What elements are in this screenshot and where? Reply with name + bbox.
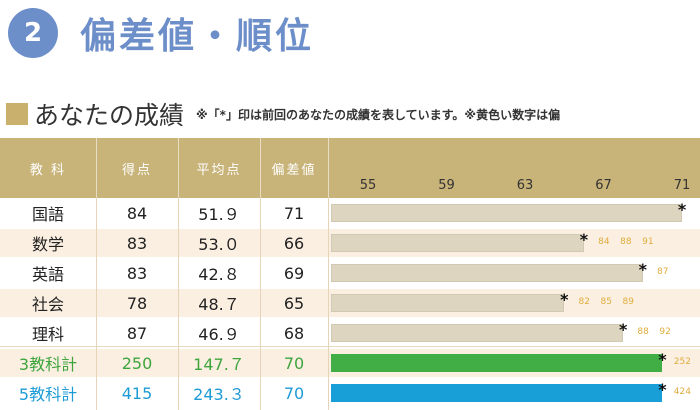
cell-score: 415 (121, 383, 153, 403)
target-score-label: 84 (598, 237, 610, 247)
table-row: 社会 78 48.７ 65 * 82 85 89 (0, 289, 700, 317)
target-score-label: 92 (659, 327, 671, 337)
previous-result-marker: * (638, 260, 647, 279)
previous-result-marker: * (618, 320, 628, 339)
axis-tick-label: 71 (673, 178, 691, 193)
previous-result-marker: * (658, 380, 667, 399)
cell-avg: 46.９ (198, 325, 240, 344)
cell-avg: 51.９ (198, 205, 240, 224)
section-number-badge: 2 (8, 8, 58, 58)
cell-score: 84 (126, 203, 148, 223)
header-divider (260, 138, 261, 198)
previous-result-marker: * (677, 200, 687, 219)
header-divider (178, 138, 179, 198)
cell-dev: 70 (283, 353, 305, 373)
axis-tick-label: 55 (359, 178, 377, 193)
target-score-label: 85 (600, 297, 612, 307)
table-row: 数学 83 53.０ 66 * 84 88 91 (0, 229, 700, 257)
deviation-bar (331, 294, 565, 312)
deviation-bar (331, 204, 682, 222)
table-header: 教 科 得点 平均点 偏差値 55 59 63 67 71 (0, 138, 700, 198)
cell-subject: 社会 (31, 295, 64, 314)
target-score-label: 91 (642, 237, 654, 247)
section-header: 2 偏差値・順位 (8, 8, 314, 58)
previous-result-marker: * (658, 350, 667, 369)
cell-score: 78 (126, 293, 148, 313)
cell-dev: 65 (283, 293, 305, 313)
col-header-deviation: 偏差値 (271, 162, 317, 178)
cell-score: 83 (126, 263, 148, 283)
table-row: 5教科計 415 243.３ 70 * 424 (0, 379, 700, 407)
axis-tick-label: 59 (438, 178, 455, 193)
cell-dev: 66 (283, 233, 305, 253)
column-divider (260, 198, 261, 410)
header-divider (328, 138, 329, 198)
column-divider (178, 198, 179, 410)
cell-subject: 5教科計 (18, 385, 78, 404)
cell-subject: 英語 (31, 265, 64, 284)
deviation-bar (331, 234, 584, 252)
deviation-bar (331, 354, 663, 372)
cell-score: 250 (121, 353, 153, 373)
col-header-subject: 教 科 (29, 162, 67, 178)
header-divider (96, 138, 97, 198)
axis-tick-label: 67 (595, 178, 612, 193)
cell-avg: 243.３ (193, 385, 245, 404)
results-table: 教 科 得点 平均点 偏差値 55 59 63 67 71 国語 84 51.９ 71 * 数学 83 53.… (0, 138, 700, 410)
deviation-bar (331, 384, 663, 402)
cell-avg: 53.０ (198, 235, 240, 254)
target-score-label: 88 (620, 237, 632, 247)
target-score-label: 87 (657, 267, 669, 277)
results-title: あなたの成績 (34, 101, 185, 130)
target-score-label: 88 (637, 327, 649, 337)
cell-dev: 71 (283, 203, 305, 223)
cell-subject: 国語 (31, 205, 64, 224)
cell-avg: 42.８ (198, 265, 240, 284)
cell-avg: 147.７ (193, 355, 245, 374)
cell-dev: 68 (283, 323, 305, 343)
column-divider (328, 198, 329, 410)
results-header: あなたの成績 ※「*」印は前回のあなたの成績を表しています。※黄色い数字は偏 (6, 96, 700, 132)
cell-score: 83 (126, 233, 148, 253)
previous-result-marker: * (579, 230, 589, 249)
cell-score: 87 (126, 323, 148, 343)
axis-tick-label: 63 (516, 178, 534, 193)
previous-result-marker: * (560, 290, 569, 309)
target-score-label: 82 (578, 297, 590, 307)
section-title: 偏差値・順位 (80, 16, 315, 57)
cell-dev: 69 (283, 263, 305, 283)
deviation-bar (331, 324, 624, 342)
table-row: 理科 87 46.９ 68 * 88 92 (0, 319, 700, 347)
cell-subject: 3教科計 (18, 355, 78, 374)
target-score-label: 252 (673, 357, 691, 367)
cell-avg: 48.７ (198, 295, 240, 314)
col-header-score: 得点 (121, 162, 152, 178)
target-score-label: 424 (673, 387, 691, 397)
target-score-label: 89 (622, 297, 634, 307)
table-row: 英語 83 42.８ 69 * 87 (0, 259, 700, 287)
table-row: 3教科計 250 147.７ 70 * 252 (0, 349, 700, 377)
column-divider (96, 198, 97, 410)
square-bullet-icon (6, 103, 28, 125)
cell-subject: 理科 (31, 325, 64, 344)
cell-subject: 数学 (31, 235, 64, 254)
deviation-bar (331, 264, 643, 282)
col-header-average: 平均点 (196, 162, 242, 178)
table-row: 国語 84 51.９ 71 * (0, 199, 700, 227)
cell-dev: 70 (283, 383, 305, 403)
results-note: ※「*」印は前回のあなたの成績を表しています。※黄色い数字は偏 (196, 107, 561, 122)
